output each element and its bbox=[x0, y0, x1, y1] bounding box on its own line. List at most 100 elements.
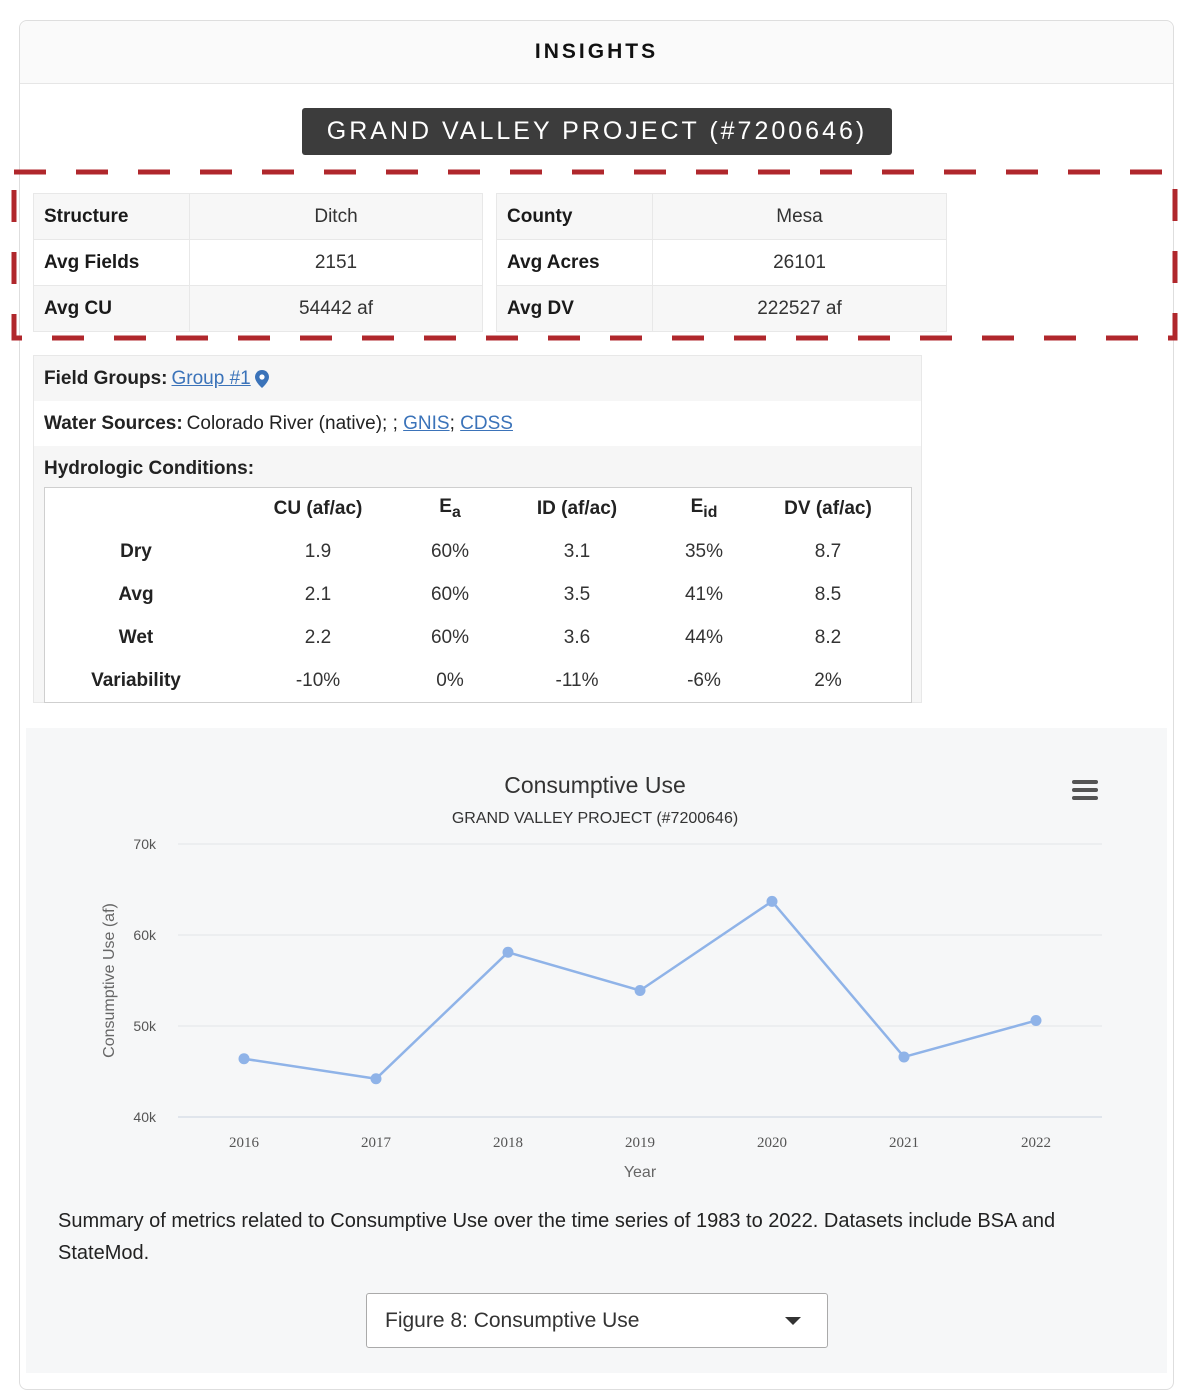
hydrologic-row: Hydrologic Conditions: bbox=[34, 446, 921, 491]
col-eid: Eid bbox=[690, 496, 718, 521]
field-groups-label: Field Groups: bbox=[44, 367, 168, 389]
col-id: ID (af/ac) bbox=[536, 498, 618, 519]
table-row: Dry 1.9 60% 3.1 35% 8.7 bbox=[45, 530, 912, 573]
cell: 2.1 bbox=[304, 583, 332, 605]
x-tick-label: 2016 bbox=[229, 1135, 260, 1151]
data-point bbox=[370, 1073, 382, 1085]
cell: 3.6 bbox=[563, 626, 591, 648]
table-row: Avg Acres 26101 bbox=[496, 239, 947, 286]
cell: 60% bbox=[430, 626, 470, 648]
stat-label: Structure bbox=[33, 193, 190, 240]
cell: 8.2 bbox=[814, 626, 842, 648]
stat-label: Avg DV bbox=[496, 285, 653, 332]
stat-value: 26101 bbox=[652, 239, 947, 286]
data-point bbox=[766, 895, 778, 907]
cell: 3.5 bbox=[563, 583, 591, 605]
data-point bbox=[634, 985, 646, 997]
table-row: Wet 2.2 60% 3.6 44% 8.2 bbox=[45, 616, 912, 659]
stat-value: 2151 bbox=[189, 239, 483, 286]
chevron-down-icon bbox=[785, 1317, 801, 1325]
table-header-row: CU (af/ac) Ea ID (af/ac) Eid DV (af/ac) bbox=[45, 488, 912, 531]
data-point bbox=[502, 946, 514, 958]
stat-label: Avg Acres bbox=[496, 239, 653, 286]
x-tick-label: 2021 bbox=[889, 1135, 919, 1151]
stats-table-left: Structure Ditch Avg Fields 2151 Avg CU 5… bbox=[33, 193, 483, 332]
y-tick-label: 50k bbox=[133, 1018, 157, 1034]
x-axis-label: Year bbox=[624, 1164, 657, 1181]
chart-caption: Summary of metrics related to Consumptiv… bbox=[58, 1210, 1056, 1264]
cell: 2% bbox=[814, 669, 842, 691]
x-tick-label: 2022 bbox=[1021, 1135, 1051, 1151]
project-title: GRAND VALLEY PROJECT (#7200646) bbox=[302, 108, 892, 155]
cell: 8.5 bbox=[814, 583, 842, 605]
cdss-link[interactable]: CDSS bbox=[460, 412, 513, 434]
table-row: Avg CU 54442 af bbox=[33, 285, 483, 332]
y-tick-label: 60k bbox=[133, 927, 157, 943]
cell: 60% bbox=[430, 583, 470, 605]
hydrologic-label: Hydrologic Conditions: bbox=[44, 457, 255, 479]
x-tick-label: 2019 bbox=[625, 1135, 655, 1151]
stat-label: Avg CU bbox=[33, 285, 190, 332]
figure-select[interactable]: Figure 8: Consumptive Use bbox=[366, 1293, 828, 1348]
map-pin-icon[interactable] bbox=[254, 369, 269, 388]
col-dv: DV (af/ac) bbox=[784, 498, 872, 519]
col-ea: Ea bbox=[439, 496, 461, 521]
field-group-link[interactable]: Group #1 bbox=[171, 367, 251, 389]
cell: 35% bbox=[684, 540, 724, 562]
row-label: Dry bbox=[120, 540, 152, 562]
chart-card: Consumptive Use GRAND VALLEY PROJECT (#7… bbox=[76, 744, 1114, 1200]
cell: 60% bbox=[430, 540, 470, 562]
cell: 2.2 bbox=[304, 626, 332, 648]
x-tick-label: 2018 bbox=[493, 1135, 523, 1151]
table-row: Variability -10% 0% -11% -6% 2% bbox=[45, 659, 912, 703]
cell: 44% bbox=[684, 626, 724, 648]
water-sources-label: Water Sources: bbox=[44, 412, 183, 434]
stat-label: Avg Fields bbox=[33, 239, 190, 286]
panel-header: INSIGHTS bbox=[20, 21, 1173, 84]
cell: -10% bbox=[295, 669, 341, 691]
stat-value: Mesa bbox=[652, 193, 947, 240]
x-tick-label: 2017 bbox=[361, 1135, 392, 1151]
cell: 0% bbox=[436, 669, 464, 691]
empty-header bbox=[45, 488, 228, 531]
data-point bbox=[238, 1053, 250, 1065]
separator: ; bbox=[449, 412, 455, 434]
chart-title: Consumptive Use bbox=[504, 772, 686, 798]
water-sources-text: Colorado River (native); ; bbox=[186, 412, 398, 434]
cell: 8.7 bbox=[814, 540, 842, 562]
info-panel: Field Groups: Group #1 Water Sources: Co… bbox=[33, 355, 922, 703]
stat-value: Ditch bbox=[189, 193, 483, 240]
y-tick-label: 40k bbox=[133, 1109, 157, 1125]
data-point bbox=[898, 1051, 910, 1063]
cell: 41% bbox=[684, 583, 724, 605]
cell: 1.9 bbox=[304, 540, 332, 562]
y-tick-label: 70k bbox=[133, 836, 157, 852]
stat-value: 222527 af bbox=[652, 285, 947, 332]
table-row: Avg Fields 2151 bbox=[33, 239, 483, 286]
row-label: Wet bbox=[118, 626, 154, 648]
x-tick-label: 2020 bbox=[757, 1135, 787, 1151]
chart-subtitle: GRAND VALLEY PROJECT (#7200646) bbox=[451, 810, 739, 827]
data-point bbox=[1030, 1015, 1042, 1027]
line-chart: 40k 50k 60k 70k 2016 2017 2018 2019 2020 2021 2022… bbox=[101, 836, 1102, 1181]
water-sources-row: Water Sources: Colorado River (native); … bbox=[34, 401, 921, 446]
y-axis-label: Consumptive Use (af) bbox=[101, 903, 118, 1058]
highlight-box bbox=[11, 169, 1178, 341]
table-row: Avg DV 222527 af bbox=[496, 285, 947, 332]
gnis-link[interactable]: GNIS bbox=[403, 412, 450, 434]
table-row: Avg 2.1 60% 3.5 41% 8.5 bbox=[45, 573, 912, 616]
col-cu: CU (af/ac) bbox=[273, 498, 363, 519]
row-label: Avg bbox=[118, 583, 154, 605]
cell: -6% bbox=[687, 669, 721, 691]
cell: -11% bbox=[555, 669, 599, 691]
hamburger-menu-icon[interactable] bbox=[1072, 780, 1098, 800]
figure-select-value: Figure 8: Consumptive Use bbox=[385, 1308, 640, 1332]
stat-value: 54442 af bbox=[189, 285, 483, 332]
chart-section: Consumptive Use GRAND VALLEY PROJECT (#7… bbox=[26, 728, 1167, 1373]
row-label: Variability bbox=[91, 669, 181, 691]
cell: 3.1 bbox=[563, 540, 591, 562]
table-row: Structure Ditch bbox=[33, 193, 483, 240]
stats-table-right: County Mesa Avg Acres 26101 Avg DV 22252… bbox=[496, 193, 947, 332]
field-groups-row: Field Groups: Group #1 bbox=[34, 356, 921, 401]
hydrologic-table: CU (af/ac) Ea ID (af/ac) Eid DV (af/ac) … bbox=[44, 487, 912, 703]
